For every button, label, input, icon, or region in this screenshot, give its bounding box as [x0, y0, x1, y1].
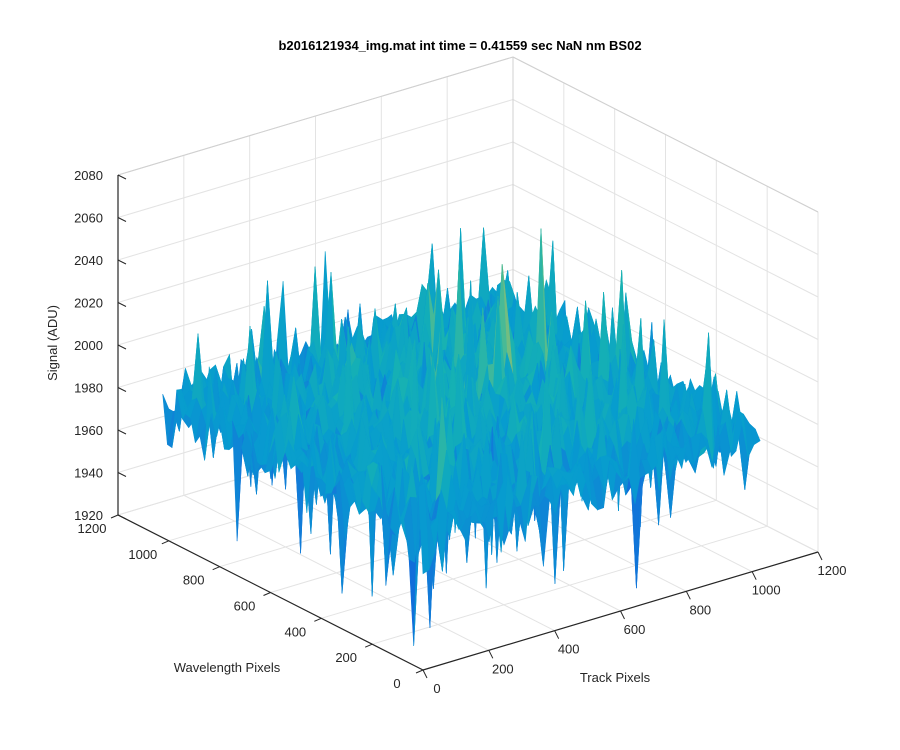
- x-tick-label: 600: [624, 622, 646, 637]
- z-tick: [117, 429, 127, 435]
- tick-labels: 0 200 400 600 800 1000 1200 0 200 400 600 800 1000 12…: [74, 168, 846, 696]
- y-tick-label: 1200: [78, 521, 107, 536]
- chart-title: b2016121934_img.mat int time = 0.41559 s…: [278, 38, 641, 53]
- backwall-gridline-z: [117, 99, 514, 218]
- y-tick: [110, 514, 119, 519]
- z-tick-label: 1940: [74, 466, 103, 481]
- z-tick: [117, 217, 127, 222]
- z-tick-label: 2040: [74, 253, 103, 268]
- x-tick-label: 0: [433, 681, 440, 696]
- x-axis-label: Track Pixels: [580, 670, 651, 685]
- y-tick: [314, 617, 322, 622]
- y-axis-label: Wavelength Pixels: [174, 660, 281, 675]
- z-axis-label: Signal (ADU): [45, 305, 60, 381]
- x-tick: [488, 650, 494, 659]
- y-tick-label: 0: [393, 676, 400, 691]
- z-tick: [117, 472, 127, 477]
- x-tick-label: 200: [492, 661, 514, 676]
- x-tick: [554, 630, 560, 639]
- backwall-gridline-z: [117, 141, 514, 261]
- x-tick: [422, 669, 428, 679]
- y-tick-label: 600: [234, 599, 256, 614]
- z-tick-label: 1920: [74, 508, 103, 523]
- x-tick-label: 1000: [752, 583, 781, 598]
- box-edge: [512, 56, 819, 213]
- x-tick: [817, 551, 823, 561]
- z-tick-label: 1980: [74, 381, 103, 396]
- y-tick: [415, 669, 424, 674]
- floor-gridline-y: [372, 525, 768, 645]
- z-tick: [117, 514, 127, 520]
- x-tick: [685, 591, 691, 600]
- x-tick-label: 1200: [818, 563, 847, 578]
- box-edge: [117, 56, 514, 176]
- z-tick: [117, 344, 127, 350]
- x-tick-label: 800: [689, 602, 711, 617]
- x-tick-label: 400: [558, 642, 580, 657]
- z-tick-label: 2060: [74, 211, 103, 226]
- y-tick-label: 200: [335, 650, 357, 665]
- z-tick-label: 2000: [74, 338, 103, 353]
- y-tick-label: 800: [183, 573, 205, 588]
- y-tick-label: 400: [284, 624, 306, 639]
- floor-gridline-y: [321, 499, 717, 619]
- surface-cell: [418, 482, 430, 575]
- y-tick: [161, 540, 170, 545]
- z-tick: [117, 259, 127, 265]
- z-tick: [117, 174, 127, 180]
- sidewall-gridline-z: [512, 226, 819, 383]
- z-tick: [117, 302, 127, 307]
- z-tick-label: 2080: [74, 168, 103, 183]
- sidewall-gridline-z: [512, 184, 819, 340]
- sidewall-gridline-z: [512, 141, 819, 298]
- backwall-gridline-z: [117, 184, 514, 303]
- z-tick: [117, 387, 127, 392]
- y-tick: [263, 592, 271, 596]
- y-tick-label: 1000: [128, 547, 157, 562]
- x-tick: [751, 571, 757, 580]
- z-tick-label: 2020: [74, 296, 103, 311]
- surface: [162, 227, 761, 647]
- x-tick: [620, 610, 625, 620]
- sidewall-gridline-z: [512, 99, 819, 255]
- axes: [110, 174, 823, 679]
- y-tick: [212, 566, 220, 571]
- y-tick: [364, 643, 373, 648]
- z-tick-label: 1960: [74, 423, 103, 438]
